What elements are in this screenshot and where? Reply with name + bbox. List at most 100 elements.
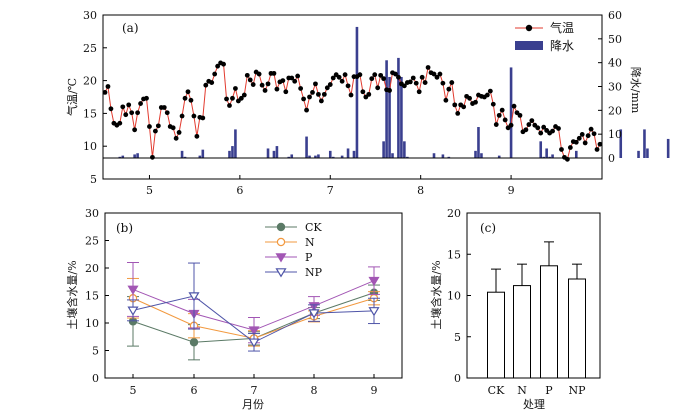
b-xlabel: 月份 xyxy=(242,398,264,411)
a-precip-bar xyxy=(403,141,406,158)
b-x-ticks: 5 6 7 8 9 xyxy=(130,374,378,397)
c-panel-label: (c) xyxy=(480,221,496,235)
a-temp-point xyxy=(301,96,306,102)
b-series-np xyxy=(127,262,380,352)
a-left-tick-label: 15 xyxy=(83,107,97,120)
a-temp-point xyxy=(369,76,375,82)
a-temp-point xyxy=(378,72,384,78)
a-precip-bar xyxy=(619,129,623,158)
a-temp-points xyxy=(102,60,603,162)
a-x-tick-label: 7 xyxy=(327,184,334,197)
a-temp-point xyxy=(295,73,301,79)
a-temp-point xyxy=(147,124,152,129)
a-temp-point xyxy=(594,147,600,152)
a-temp-point xyxy=(123,112,129,118)
b-data-point xyxy=(308,309,320,319)
a-temp-point xyxy=(550,128,555,134)
a-precip-bar xyxy=(180,150,184,158)
c-bar-np xyxy=(568,278,586,379)
a-precip-bar xyxy=(382,141,385,158)
b-data-point xyxy=(127,306,139,316)
a-precip-bar xyxy=(637,150,640,158)
a-temp-point xyxy=(419,74,425,80)
a-temp-point xyxy=(221,61,226,67)
a-temp-point xyxy=(597,141,603,147)
c-x-tick-label: CK xyxy=(488,384,505,397)
a-temp-point xyxy=(502,117,508,123)
a-temp-point xyxy=(233,86,238,91)
a-right-tick-label: 50 xyxy=(608,33,622,46)
a-right-tick-label: 60 xyxy=(608,9,622,22)
a-temp-point xyxy=(443,97,449,103)
a-precip-bar xyxy=(231,146,234,158)
a-temp-point xyxy=(449,80,455,85)
b-legend-marker xyxy=(275,253,287,263)
c-bar-ck xyxy=(487,291,505,379)
a-precip-bar xyxy=(136,153,139,158)
a-precip-bar xyxy=(388,76,391,158)
a-temp-point xyxy=(372,72,378,78)
b-data-point xyxy=(127,285,139,295)
c-xlabel: 处理 xyxy=(523,398,545,411)
a-temp-point xyxy=(316,91,321,97)
b-data-point xyxy=(368,276,380,287)
a-right-tick-label: 20 xyxy=(608,104,622,117)
a-temp-point xyxy=(487,88,493,94)
a-x-tick-label: 8 xyxy=(417,184,424,197)
b-legend-label: NP xyxy=(305,266,323,279)
a-temp-point xyxy=(538,130,544,136)
a-temp-point xyxy=(185,89,191,95)
a-precip-bar xyxy=(391,153,394,158)
a-precip-bar xyxy=(272,150,276,158)
b-x-tick-label: 9 xyxy=(371,384,378,397)
a-temp-point xyxy=(179,113,185,119)
a-temp-point xyxy=(155,123,161,129)
b-y-tick-label: 20 xyxy=(85,262,99,275)
a-precip-bar xyxy=(340,155,344,158)
b-y-tick-label: 25 xyxy=(85,235,99,248)
b-y-ticks: 0 5 10 15 20 25 30 xyxy=(85,207,109,385)
a-temp-point xyxy=(434,74,440,80)
b-x-tick-label: 8 xyxy=(311,384,318,397)
c-bars xyxy=(487,241,586,379)
a-temp-point xyxy=(511,103,517,109)
a-precip-bar xyxy=(118,156,122,158)
b-data-point xyxy=(248,338,260,348)
a-precip-bar xyxy=(643,129,646,158)
a-precip-bar xyxy=(545,148,548,158)
a-temp-point xyxy=(209,80,215,85)
a-temp-point xyxy=(247,77,253,83)
a-temp-point xyxy=(250,82,256,87)
b-y-tick-label: 0 xyxy=(92,372,99,385)
a-temp-point xyxy=(265,81,271,87)
a-legend-temp-label: 气温 xyxy=(550,20,574,35)
b-legend-label: N xyxy=(305,236,315,249)
a-temp-point xyxy=(484,92,490,98)
a-left-tick-label: 25 xyxy=(83,42,97,55)
a-precip-bar xyxy=(646,148,649,158)
a-precip-bar xyxy=(385,60,388,158)
a-temp-point xyxy=(381,76,387,82)
c-x-tick-label: P xyxy=(545,384,553,397)
a-precip-bar xyxy=(497,155,501,158)
a-temp-point xyxy=(446,86,452,92)
a-temp-point xyxy=(339,78,345,84)
a-temp-point xyxy=(493,122,499,127)
a-legend: 气温 降水 xyxy=(515,20,574,53)
a-temp-point xyxy=(455,111,461,116)
a-temp-point xyxy=(342,72,348,78)
a-precip-bar xyxy=(477,127,480,158)
a-temp-point xyxy=(452,102,458,108)
a-temp-point xyxy=(345,83,351,89)
c-x-ticks: CK N P NP xyxy=(488,384,586,397)
a-panel-label: (a) xyxy=(122,21,139,35)
a-temp-point xyxy=(425,65,431,70)
a-legend-temp-marker xyxy=(525,24,533,32)
b-legend: CK NP NP xyxy=(265,221,323,279)
a-temp-point xyxy=(401,83,407,89)
c-y-tick-label: 15 xyxy=(447,248,461,261)
a-precip-bar xyxy=(400,76,403,158)
a-temp-point xyxy=(298,86,304,91)
a-temp-point xyxy=(173,135,179,141)
a-precip-bar xyxy=(308,155,311,158)
